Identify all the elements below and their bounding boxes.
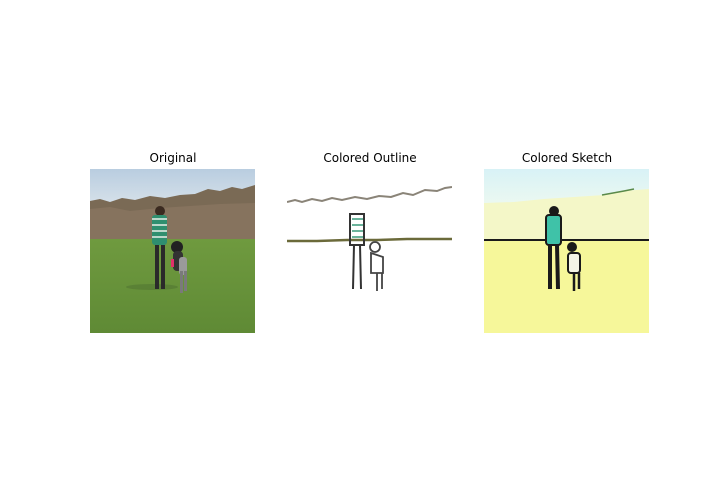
- colored-outline-image: [287, 169, 452, 333]
- sketch-tree-area: [484, 189, 649, 241]
- person-figure: [152, 206, 167, 289]
- dog-outline: [369, 241, 384, 291]
- sketch-grass: [484, 240, 649, 333]
- panel-title-colored-sketch: Colored Sketch: [521, 151, 613, 165]
- horizon-outline: [287, 237, 452, 243]
- original-image: [90, 169, 255, 333]
- tree-line-outline: [287, 186, 452, 204]
- colored-sketch-image: [484, 169, 649, 333]
- person-outline: [349, 213, 365, 290]
- sketch-person: [545, 206, 562, 290]
- dog-figure: [171, 241, 187, 293]
- panel-title-colored-outline: Colored Outline: [323, 151, 417, 165]
- panel-title-original: Original: [149, 151, 197, 165]
- sketch-dog: [567, 242, 581, 291]
